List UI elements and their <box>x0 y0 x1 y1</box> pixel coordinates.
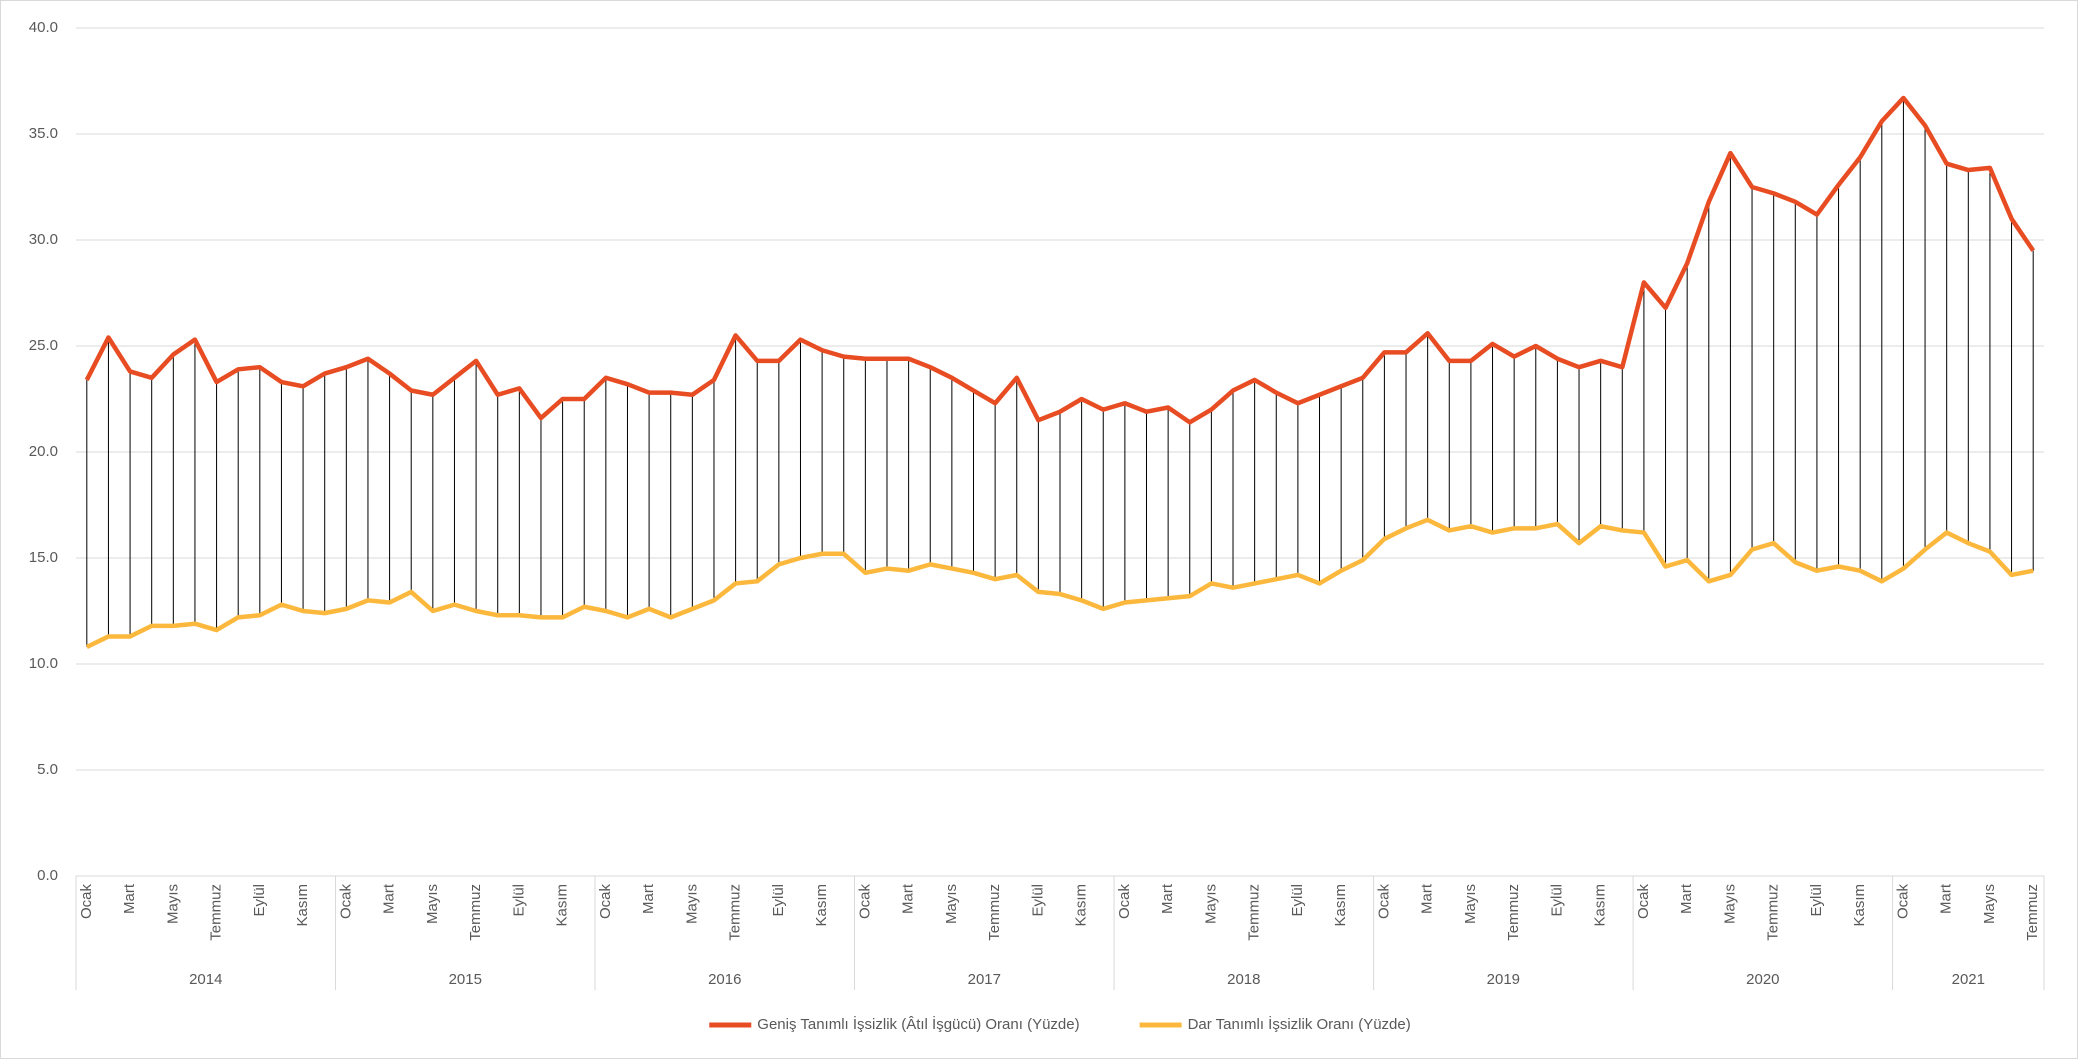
x-tick-label: Ocak <box>78 884 95 920</box>
x-tick-label: Temmuz <box>208 884 225 941</box>
x-tick-label: Mayıs <box>683 884 700 924</box>
year-label: 2019 <box>1487 971 1520 988</box>
x-tick-label: Mart <box>1938 883 1955 914</box>
x-tick-label: Ocak <box>1635 884 1652 920</box>
x-tick-label: Kasım <box>1592 884 1609 927</box>
year-label: 2018 <box>1227 971 1260 988</box>
x-tick-label: Eylül <box>1808 884 1825 917</box>
x-tick-label: Kasım <box>1073 884 1090 927</box>
x-tick-label: Kasım <box>554 884 571 927</box>
x-tick-label: Mayıs <box>1202 884 1219 924</box>
legend: Geniş Tanımlı İşsizlik (Âtıl İşgücü) Ora… <box>709 1015 1411 1033</box>
x-tick-label: Mart <box>381 883 398 914</box>
x-tick-label: Kasım <box>1851 884 1868 927</box>
x-tick-label: Temmuz <box>1246 884 1263 941</box>
x-tick-label: Temmuz <box>986 884 1003 941</box>
x-tick-label: Mart <box>1159 883 1176 914</box>
x-tick-label: Temmuz <box>727 884 744 941</box>
x-tick-label: Kasım <box>294 884 311 927</box>
y-tick-label: 5.0 <box>37 761 58 778</box>
year-label: 2020 <box>1746 971 1779 988</box>
x-tick-label: Mayıs <box>943 884 960 924</box>
x-tick-label: Kasım <box>813 884 830 927</box>
x-tick-label: Kasım <box>1332 884 1349 927</box>
x-tick-label: Ocak <box>337 884 354 920</box>
y-tick-label: 40.0 <box>29 19 58 36</box>
x-tick-label: Eylül <box>1289 884 1306 917</box>
x-tick-label: Eylül <box>770 884 787 917</box>
series-line <box>84 95 2036 425</box>
x-tick-label: Eylül <box>1548 884 1565 917</box>
x-tick-label: Temmuz <box>2024 884 2041 941</box>
y-tick-label: 35.0 <box>29 125 58 142</box>
x-tick-label: Eylül <box>251 884 268 917</box>
x-tick-label: Mart <box>640 883 657 914</box>
legend-label: Dar Tanımlı İşsizlik Oranı (Yüzde) <box>1188 1015 1411 1033</box>
x-tick-label: Ocak <box>856 884 873 920</box>
y-tick-label: 30.0 <box>29 231 58 248</box>
year-label: 2021 <box>1952 971 1985 988</box>
x-tick-label: Eylül <box>510 884 527 917</box>
x-tick-label: Ocak <box>597 884 614 920</box>
x-tick-label: Mayıs <box>1462 884 1479 924</box>
x-tick-label: Temmuz <box>1765 884 1782 941</box>
x-tick-label: Ocak <box>1894 884 1911 920</box>
x-tick-label: Mart <box>121 883 138 914</box>
series-line <box>85 517 2034 650</box>
y-tick-label: 25.0 <box>29 337 58 354</box>
x-tick-label: Mart <box>1678 883 1695 914</box>
x-tick-label: Eylül <box>1029 884 1046 917</box>
y-tick-label: 20.0 <box>29 443 58 460</box>
x-tick-label: Ocak <box>1375 884 1392 920</box>
x-tick-label: Temmuz <box>1505 884 1522 941</box>
x-tick-label: Mayıs <box>424 884 441 924</box>
year-label: 2014 <box>189 971 222 988</box>
y-tick-label: 0.0 <box>37 867 58 884</box>
x-tick-label: Mayıs <box>1721 884 1738 924</box>
y-tick-label: 10.0 <box>29 655 58 672</box>
year-label: 2016 <box>708 971 741 988</box>
x-tick-label: Mayıs <box>164 884 181 924</box>
year-label: 2017 <box>968 971 1001 988</box>
legend-label: Geniş Tanımlı İşsizlik (Âtıl İşgücü) Ora… <box>757 1015 1079 1033</box>
x-tick-label: Ocak <box>1116 884 1133 920</box>
x-tick-label: Mart <box>900 883 917 914</box>
y-tick-label: 15.0 <box>29 549 58 566</box>
x-tick-label: Mayıs <box>1981 884 1998 924</box>
year-label: 2015 <box>449 971 482 988</box>
x-tick-label: Mart <box>1419 883 1436 914</box>
x-tick-label: Temmuz <box>467 884 484 941</box>
